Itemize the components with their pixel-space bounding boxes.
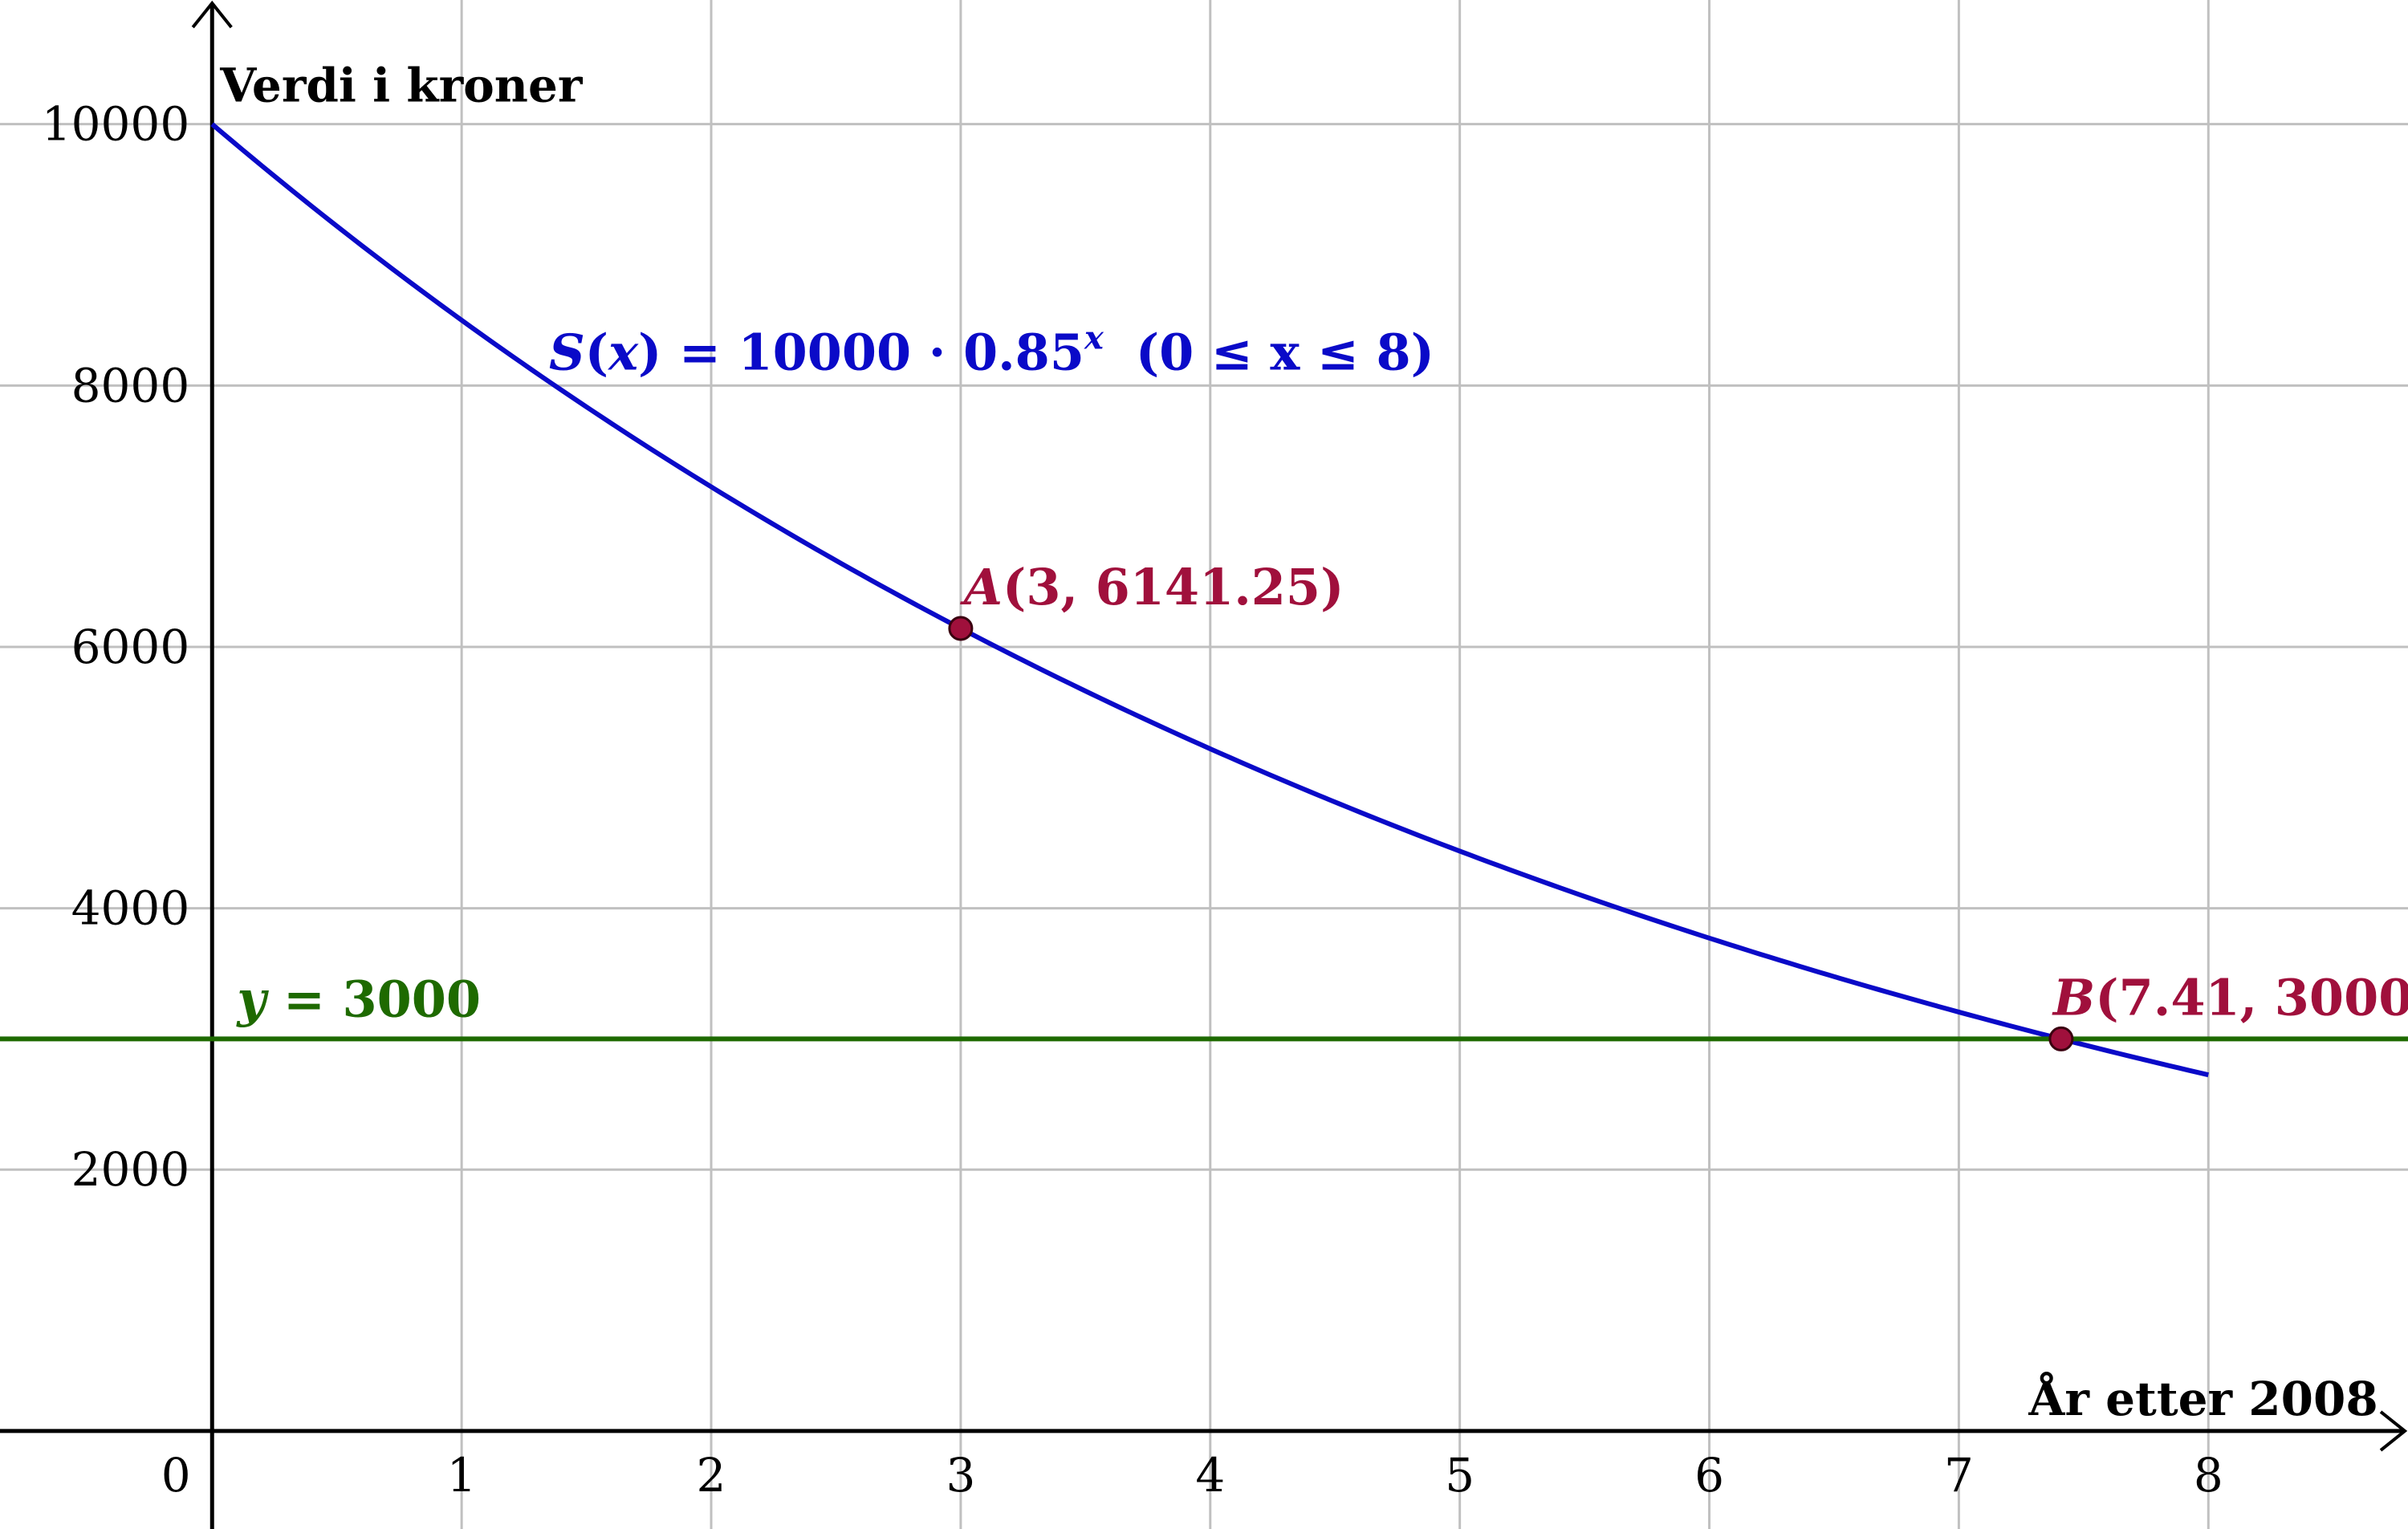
constant-value: 3000 <box>342 970 481 1028</box>
function-domain: (0 ≤ x ≤ 8) <box>1136 323 1434 381</box>
function-expr: 10000 · 0.85 <box>738 323 1084 381</box>
x-tick-label: 5 <box>1445 1448 1474 1503</box>
constant-rel: = <box>266 970 342 1028</box>
function-paren-open: ( <box>585 323 608 381</box>
point-a-label: A(3, 6141.25) <box>960 558 1344 616</box>
x-tick-label: 1 <box>447 1448 477 1503</box>
function-label: S(x) = 10000 · 0.85x (0 ≤ x ≤ 8) <box>549 319 1434 381</box>
points <box>948 616 2074 1051</box>
y-tick-label: 8000 <box>71 358 190 413</box>
function-arg: x <box>607 323 639 381</box>
point-a-coords: (3, 6141.25) <box>1003 558 1344 616</box>
constant-var: y <box>235 970 269 1028</box>
point-b-name: B <box>2052 968 2095 1027</box>
x-tick-label: 4 <box>1195 1448 1225 1503</box>
exponential-curve <box>210 122 2209 1078</box>
point-b-coords: (7.41, 3000) <box>2095 968 2408 1027</box>
y-tick-label: 2000 <box>71 1142 190 1197</box>
series <box>0 122 2408 1078</box>
y-tick-label: 10000 <box>42 97 190 152</box>
x-axis-title: År etter 2008 <box>2028 1372 2377 1426</box>
x-tick-label: 3 <box>946 1448 975 1503</box>
function-paren-close: ) <box>638 323 661 381</box>
y-axis-title: Verdi i kroner <box>219 59 584 113</box>
point-a-marker <box>948 616 974 641</box>
x-tick-label: 8 <box>2194 1448 2223 1503</box>
y-tick-label: 4000 <box>71 881 190 936</box>
y-tick-label: 6000 <box>71 620 190 674</box>
x-tick-label: 7 <box>1944 1448 1974 1503</box>
x-axis-arrow <box>2379 1410 2408 1452</box>
function-exponent: x <box>1084 319 1104 356</box>
origin-label: 0 <box>161 1448 191 1503</box>
point-b-marker <box>2048 1026 2074 1051</box>
function-rel: = <box>661 323 738 381</box>
y-axis-arrow <box>191 0 233 29</box>
x-tick-label: 6 <box>1694 1448 1724 1503</box>
x-tick-label: 2 <box>697 1448 726 1503</box>
point-b-label: B(7.41, 3000) <box>2052 968 2408 1027</box>
tick-labels: 1 2 3 4 5 6 7 8 2000 4000 6000 8000 10000 <box>42 97 2223 1503</box>
point-a-name: A <box>960 558 1003 616</box>
function-name: S <box>549 323 585 381</box>
constant-line-label: y = 3000 <box>235 970 481 1028</box>
